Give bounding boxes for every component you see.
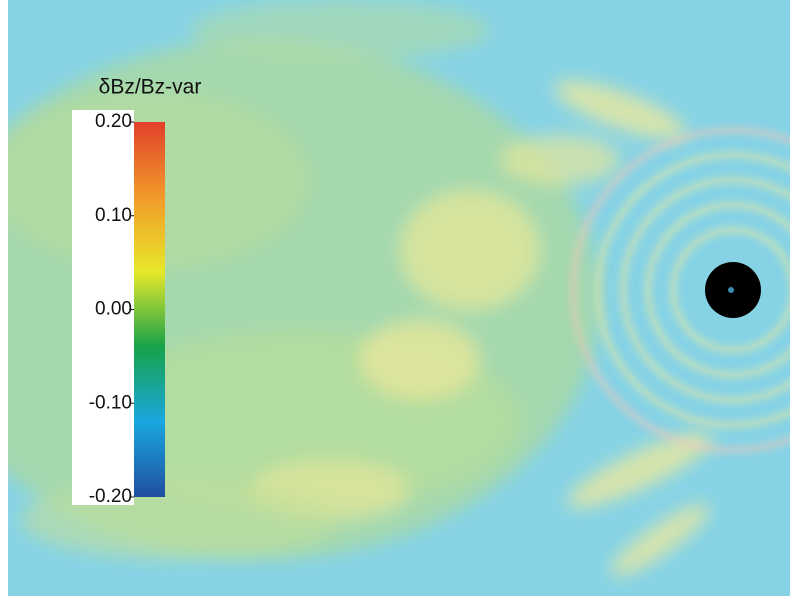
colorbar-tick-label: 0.00 bbox=[95, 299, 132, 320]
colorbar-tick-label: -0.20 bbox=[89, 486, 132, 507]
colorbar-tick-label: -0.10 bbox=[89, 392, 132, 413]
colorbar-gradient bbox=[134, 122, 165, 497]
colorbar-tick-label: 0.10 bbox=[95, 205, 132, 226]
colorbar-tick-label: 0.20 bbox=[95, 111, 132, 132]
chart: 0.20 0.10 0.00 -0.10 -0.20 δBz/Bz-var bbox=[0, 0, 798, 604]
colorbar-title: δBz/Bz-var bbox=[99, 76, 202, 99]
